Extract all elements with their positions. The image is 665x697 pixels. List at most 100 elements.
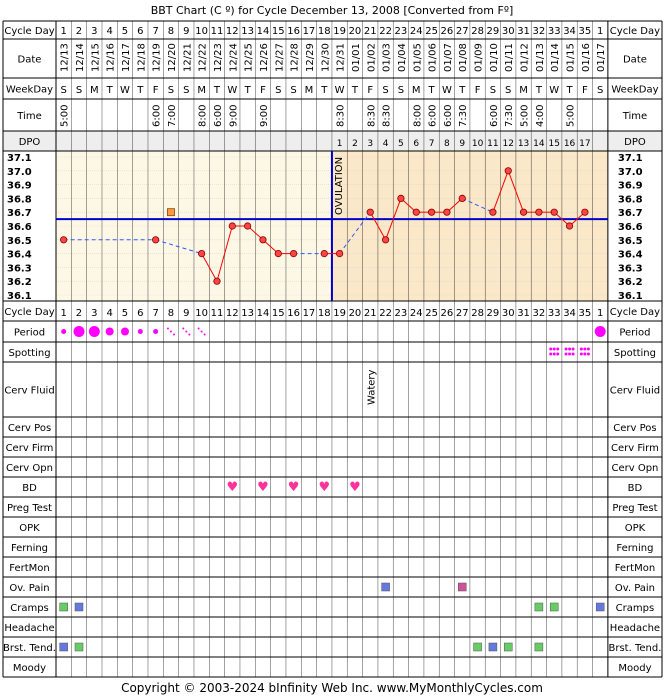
spotting-dot	[549, 347, 553, 351]
cycle-day-number: 8	[168, 26, 174, 37]
weekday-label: T	[136, 85, 144, 96]
weekday-label: T	[566, 85, 574, 96]
weekday-label: W	[442, 85, 452, 96]
discarded-temp-point	[167, 208, 175, 217]
period-dot-light	[137, 329, 143, 334]
temp-point	[412, 208, 420, 216]
weekday-label: M	[305, 85, 314, 96]
row-label-right: FertMon	[615, 563, 655, 574]
date-label: 01/14	[550, 43, 561, 72]
temp-line-segment	[369, 211, 387, 241]
time-label: 6:00	[428, 105, 439, 127]
temp-point	[565, 222, 574, 230]
ov-pain-marker	[381, 582, 390, 592]
row-label-left: DPO	[19, 137, 41, 148]
cycle-day-number: 23	[395, 26, 408, 37]
temp-tick-label-left: 36.2	[7, 277, 32, 288]
brst-tend-marker	[74, 642, 84, 652]
spotting-dot	[568, 347, 572, 351]
time-label: 9:00	[259, 105, 270, 127]
weekday-label: W	[120, 85, 130, 96]
cycle-day-number: 35	[579, 308, 592, 319]
time-label: 5:00	[566, 105, 577, 127]
cycle-day-number: 14	[257, 26, 270, 37]
cramps-marker	[549, 602, 559, 612]
cycle-day-number: 10	[195, 26, 208, 37]
temp-point	[443, 208, 451, 216]
date-label: 12/29	[305, 43, 316, 72]
time-label: 8:00	[198, 105, 209, 127]
dpo-label: 6	[413, 139, 419, 149]
brst-tend-marker	[488, 642, 498, 652]
period-spotting-dot	[172, 333, 175, 336]
spotting-dot	[568, 352, 572, 356]
temp-tick-label-right: 36.3	[618, 263, 643, 274]
weekday-label: M	[90, 85, 99, 96]
cycle-day-number: 28	[471, 308, 484, 319]
dpo-label: 9	[459, 139, 465, 149]
period-spotting-dot	[203, 333, 206, 336]
cycle-day-number: 13	[241, 26, 254, 37]
spotting-dot	[583, 352, 587, 356]
temp-point	[550, 208, 558, 216]
date-label: 01/07	[443, 43, 454, 72]
time-label: 8:30	[366, 105, 377, 127]
temp-point	[259, 236, 267, 244]
cycle-day-number: 7	[152, 308, 158, 319]
temp-tick-label-right: 36.4	[618, 250, 643, 261]
spotting-dot	[571, 352, 575, 356]
cycle-day-number: 24	[410, 26, 423, 37]
cycle-day-number: 25	[425, 26, 438, 37]
cramps-marker	[534, 602, 544, 612]
cycle-day-number: 11	[211, 26, 224, 37]
weekday-label: M	[197, 85, 206, 96]
cycle-day-number: 9	[183, 26, 189, 37]
temp-tick-label-left: 37.1	[7, 153, 32, 164]
temp-point	[60, 236, 68, 244]
cycle-day-number: 8	[168, 308, 174, 319]
row-label-right: Cerv Pos	[613, 423, 656, 434]
dpo-label: 4	[383, 139, 389, 149]
brst-tend-marker	[534, 642, 544, 652]
date-label: 01/08	[458, 43, 469, 72]
cycle-day-number: 17	[303, 308, 316, 319]
cycle-day-number: 7	[152, 26, 158, 37]
row-label-right: Cerv Fluid	[610, 386, 660, 397]
date-label: 12/27	[274, 43, 285, 72]
date-label: 01/05	[412, 43, 423, 72]
date-label: 12/13	[60, 43, 71, 72]
temp-point	[244, 222, 252, 230]
grid-layer: Cycle Day Cycle Day Date Date WeekDay WeekDay…	[2, 20, 663, 678]
temp-tick-label-right: 36.9	[618, 181, 643, 192]
period-dot-light	[153, 329, 159, 334]
date-label: 01/03	[382, 43, 393, 72]
row-label-right: Cycle Day	[610, 26, 660, 37]
weekday-label: M	[519, 85, 528, 96]
temp-point	[458, 194, 466, 202]
cycle-day-number: 19	[333, 308, 346, 319]
row-label-right: Time	[622, 111, 647, 122]
cycle-day-number: 24	[410, 308, 423, 319]
dpo-label: 14	[533, 139, 545, 149]
weekday-label: W	[335, 85, 345, 96]
temp-point	[290, 250, 298, 258]
cerv-fluid-watery: Watery	[366, 369, 377, 405]
date-label: 12/23	[213, 43, 224, 72]
spotting-dot	[564, 352, 568, 356]
dpo-label: 5	[398, 139, 404, 149]
row-label-left: Ferning	[11, 543, 48, 554]
date-label: 01/12	[520, 43, 531, 72]
bd-heart-icon: ♥	[226, 480, 238, 495]
cycle-day-number: 1	[597, 308, 603, 319]
dpo-label: 15	[548, 139, 559, 149]
temp-tick-label-left: 36.4	[7, 250, 32, 261]
cycle-day-number: 34	[563, 308, 576, 319]
temp-tick-label-right: 37.1	[618, 153, 643, 164]
temp-point	[198, 250, 206, 258]
cycle-day-number: 27	[456, 26, 469, 37]
row-label-left: Period	[14, 328, 45, 339]
temp-tick-label-right: 36.2	[618, 277, 643, 288]
cycle-day-number: 33	[548, 308, 561, 319]
cycle-day-number: 23	[395, 308, 408, 319]
